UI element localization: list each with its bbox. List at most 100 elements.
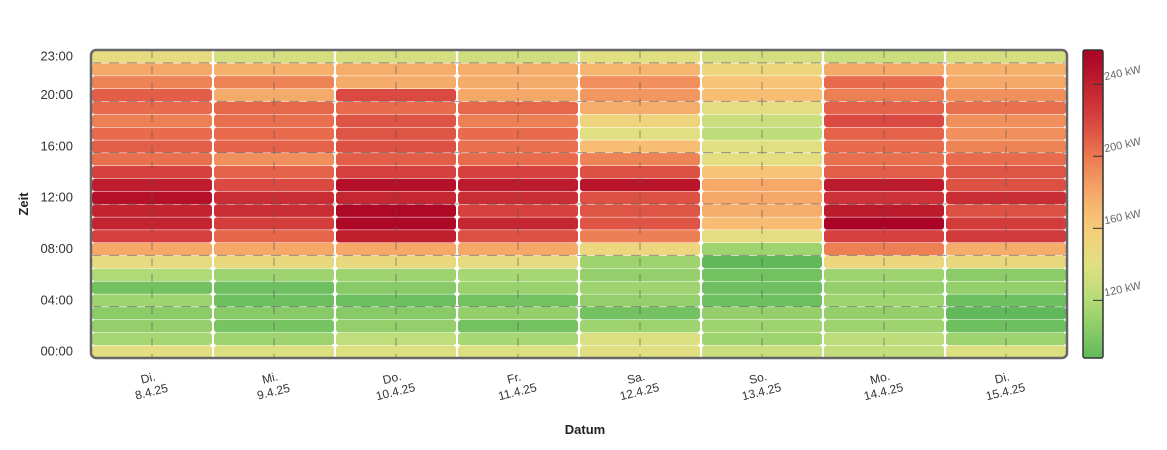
heatmap-cell	[580, 294, 700, 307]
color-scale-label: 120 kW	[1103, 280, 1143, 300]
x-tick-day: Mi.	[261, 369, 280, 386]
heatmap-cell	[702, 230, 822, 243]
heatmap-cell	[824, 281, 944, 294]
heatmap-cell	[336, 217, 456, 230]
heatmap-cell	[214, 89, 334, 102]
y-tick-label: 16:00	[40, 138, 73, 153]
heatmap-cell	[580, 281, 700, 294]
x-tick-label: Mo.14.4.25	[862, 369, 905, 403]
x-tick-date: 11.4.25	[497, 380, 539, 403]
color-scale-bar	[1082, 49, 1104, 359]
x-tick-date: 13.4.25	[740, 380, 783, 403]
heatmap-cell	[214, 294, 334, 307]
heatmap-cell	[946, 281, 1066, 294]
heatmap-cell	[702, 217, 822, 230]
heatmap-cell	[702, 345, 822, 358]
x-tick-date: 10.4.25	[374, 380, 417, 403]
y-tick-label: 04:00	[40, 292, 73, 307]
color-scale-label: 160 kW	[1103, 208, 1143, 228]
heatmap-cell	[824, 230, 944, 243]
heatmap-cell	[214, 230, 334, 243]
heatmap-cell	[824, 345, 944, 358]
heatmap-cell	[458, 101, 578, 115]
heatmap-cell	[702, 153, 822, 166]
heatmap-cell	[92, 217, 212, 230]
heatmap-cell	[336, 294, 456, 307]
heatmap-cell	[92, 101, 212, 115]
heatmap-cell	[458, 345, 578, 358]
grid-lines	[91, 50, 1067, 358]
y-tick-label: 23:00	[40, 48, 73, 63]
heatmap-cell	[92, 89, 212, 102]
heatmap-cell	[824, 294, 944, 307]
heatmap-cell	[336, 230, 456, 243]
heatmap-cell	[580, 89, 700, 102]
x-tick-day: Di.	[993, 370, 1011, 387]
heatmap-cell	[824, 217, 944, 230]
x-tick-day: Do.	[381, 369, 403, 387]
x-tick-label: Fr.11.4.25	[497, 370, 539, 404]
heatmap-cell	[946, 345, 1066, 358]
heatmap-cell	[946, 153, 1066, 166]
heatmap-cell	[458, 217, 578, 230]
y-axis: 00:00 04:00 08:00 12:00 16:00 20:00 23:00	[40, 48, 73, 358]
heatmap-cell	[458, 294, 578, 307]
y-tick-label: 12:00	[40, 190, 73, 205]
heatmap-cell	[214, 166, 334, 179]
x-tick-date: 15.4.25	[984, 380, 1027, 403]
x-tick-day: Mo.	[869, 369, 892, 387]
heatmap-cell	[702, 89, 822, 102]
heatmap-cell	[580, 101, 700, 115]
x-axis: Di.8.4.25 Mi.9.4.25 Do.10.4.25 Fr.11.4.25 Sa…	[134, 369, 1027, 404]
heatmap-cell	[824, 101, 944, 115]
x-tick-date: 12.4.25	[618, 380, 661, 403]
heatmap-cell	[702, 101, 822, 115]
heatmap-cell	[702, 166, 822, 179]
heatmap-cell	[92, 294, 212, 307]
x-tick-day: Fr.	[506, 370, 523, 387]
heatmap-cell	[458, 166, 578, 179]
heatmap-cell	[946, 101, 1066, 115]
x-axis-title: Datum	[565, 422, 605, 437]
heatmap-cell	[92, 166, 212, 179]
heatmap-cell	[92, 230, 212, 243]
x-tick-date: 9.4.25	[256, 381, 292, 403]
x-tick-label: Di.8.4.25	[134, 370, 170, 403]
color-scale-label: 240 kW	[1103, 64, 1143, 84]
x-tick-label: Mi.9.4.25	[256, 369, 292, 403]
heatmap-cell	[946, 89, 1066, 102]
x-tick-day: Sa.	[626, 369, 647, 387]
heatmap-cell	[458, 153, 578, 166]
heatmap-cell	[214, 153, 334, 166]
heatmap-cell	[946, 294, 1066, 307]
heatmap-cell	[824, 153, 944, 166]
y-tick-label: 00:00	[40, 344, 73, 359]
heatmap-cell	[702, 281, 822, 294]
heatmap-cell	[458, 89, 578, 102]
y-tick-label: 08:00	[40, 241, 73, 256]
y-tick-label: 20:00	[40, 87, 73, 102]
heatmap-cell	[214, 345, 334, 358]
heatmap-cell	[580, 166, 700, 179]
heatmap-cell	[92, 345, 212, 358]
heatmap-cell	[580, 230, 700, 243]
heatmap-cell	[214, 217, 334, 230]
heatmap-cell	[336, 345, 456, 358]
heatmap-cell	[336, 281, 456, 294]
heatmap-cell	[946, 166, 1066, 179]
heatmap-cell	[458, 230, 578, 243]
heatmap-cell	[214, 281, 334, 294]
heatmap-cell	[702, 294, 822, 307]
heatmap-cell	[946, 230, 1066, 243]
heatmap-cell	[336, 153, 456, 166]
x-tick-label: Do.10.4.25	[374, 369, 417, 403]
heatmap-cell	[580, 217, 700, 230]
y-axis-title: Zeit	[16, 192, 31, 216]
plot-frame	[89, 48, 1069, 360]
heatmap-cell	[336, 101, 456, 115]
heatmap-cell	[824, 89, 944, 102]
heatmap-cell	[92, 153, 212, 166]
x-tick-day: So.	[748, 369, 769, 387]
x-tick-label: Sa.12.4.25	[618, 369, 661, 403]
